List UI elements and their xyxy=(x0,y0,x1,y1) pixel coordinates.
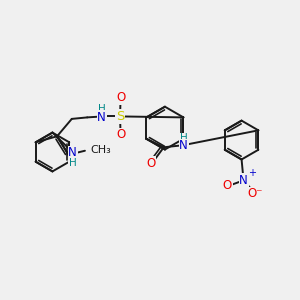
Text: O: O xyxy=(116,128,126,141)
Text: N: N xyxy=(68,146,77,160)
Text: S: S xyxy=(116,110,124,123)
Text: O: O xyxy=(116,92,126,104)
Text: O: O xyxy=(223,179,232,192)
Text: N: N xyxy=(97,111,106,124)
Text: H: H xyxy=(180,133,188,143)
Text: O: O xyxy=(146,157,156,170)
Text: H: H xyxy=(98,104,106,114)
Text: +: + xyxy=(248,168,256,178)
Text: N: N xyxy=(239,174,248,187)
Text: CH₃: CH₃ xyxy=(90,145,111,155)
Text: O⁻: O⁻ xyxy=(248,187,263,200)
Text: H: H xyxy=(69,158,76,168)
Text: N: N xyxy=(179,139,188,152)
